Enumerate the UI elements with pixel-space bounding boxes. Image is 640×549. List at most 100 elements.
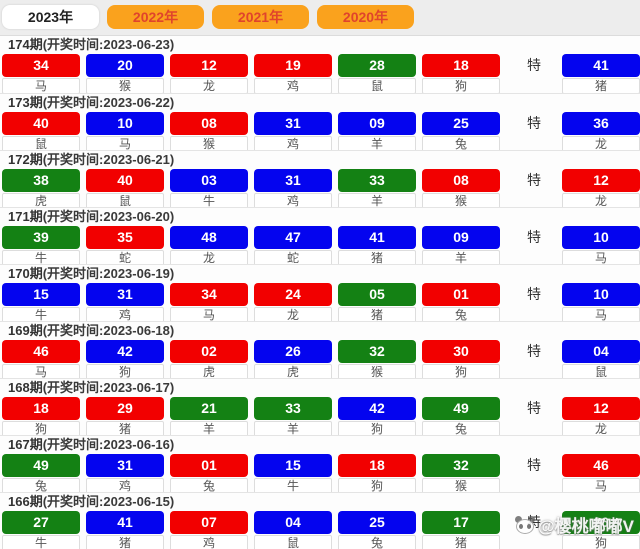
special-label: 特 [527, 514, 541, 530]
ball-cell: 25 兔 [338, 511, 422, 549]
ball-number: 04 [254, 511, 332, 534]
ball-cell: 42 狗 [86, 340, 170, 378]
ball-number: 12 [170, 54, 248, 77]
ball-cell: 34 马 [170, 283, 254, 321]
draw-header: 173期(开奖时间:2023-06-22) [0, 95, 640, 111]
ball-zodiac: 猪 [338, 307, 416, 321]
special-ball-number: 46 [562, 454, 640, 477]
ball-cell: 24 龙 [254, 283, 338, 321]
ball-zodiac: 兔 [422, 136, 500, 150]
ball-cell: 29 猪 [86, 397, 170, 435]
ball-cell: 01 兔 [170, 454, 254, 492]
ball-number: 31 [86, 283, 164, 306]
ball-zodiac: 羊 [170, 421, 248, 435]
ball-zodiac: 狗 [422, 78, 500, 93]
ball-cell: 46 马 [2, 340, 86, 378]
ball-cell: 25 兔 [422, 112, 506, 150]
ball-zodiac: 鼠 [254, 535, 332, 549]
ball-number: 08 [170, 112, 248, 135]
draw-block: 167期(开奖时间:2023-06-16) 49 兔 31 鸡 01 兔 15 牛 18 狗 32 猴特… [0, 435, 640, 492]
ball-cell: 18 狗 [422, 54, 506, 93]
draw-header: 172期(开奖时间:2023-06-21) [0, 152, 640, 168]
ball-number: 01 [422, 283, 500, 306]
ball-cell: 26 虎 [254, 340, 338, 378]
ball-zodiac: 虎 [170, 364, 248, 378]
special-ball-cell: 10 马 [562, 226, 640, 264]
ball-zodiac: 羊 [422, 250, 500, 264]
ball-zodiac: 羊 [338, 193, 416, 207]
ball-cell: 02 虎 [170, 340, 254, 378]
ball-number: 34 [170, 283, 248, 306]
ball-zodiac: 马 [86, 136, 164, 150]
special-ball-number: 12 [562, 397, 640, 420]
ball-cell: 30 狗 [422, 340, 506, 378]
draw-row: 39 牛 35 蛇 48 龙 47 蛇 41 猪 09 羊特 10 马 [2, 226, 640, 264]
ball-number: 08 [422, 169, 500, 192]
ball-cell: 41 猪 [338, 226, 422, 264]
ball-zodiac: 牛 [254, 478, 332, 492]
draw-period-label: 173期 [8, 95, 43, 110]
ball-cell: 18 狗 [338, 454, 422, 492]
ball-cell: 09 羊 [338, 112, 422, 150]
ball-cell: 28 鼠 [338, 54, 422, 93]
ball-zodiac: 猴 [86, 78, 164, 93]
tab-year-2022[interactable]: 2022年 [107, 5, 204, 29]
ball-number: 05 [338, 283, 416, 306]
ball-zodiac: 兔 [170, 478, 248, 492]
ball-cell: 31 鸡 [86, 454, 170, 492]
draw-time-label: (开奖时间:2023-06-22) [42, 95, 175, 110]
year-tab-bar: 2023年 2022年 2021年 2020年 [0, 0, 640, 36]
ball-cell: 07 鸡 [170, 511, 254, 549]
ball-zodiac: 猪 [86, 535, 164, 549]
draw-header: 170期(开奖时间:2023-06-19) [0, 266, 640, 282]
draw-block: 168期(开奖时间:2023-06-17) 18 狗 29 猪 21 羊 33 羊 42 狗 49 兔特… [0, 378, 640, 435]
ball-zodiac: 牛 [2, 535, 80, 549]
draw-row: 38 虎 40 鼠 03 牛 31 鸡 33 羊 08 猴特 12 龙 [2, 169, 640, 207]
draw-block: 166期(开奖时间:2023-06-15) 27 牛 41 猪 07 鸡 04 鼠 25 兔 17 猪特… [0, 492, 640, 549]
ball-number: 49 [2, 454, 80, 477]
special-ball-cell: 12 龙 [562, 169, 640, 207]
special-ball-number: 36 [562, 112, 640, 135]
ball-zodiac: 马 [2, 78, 80, 93]
draw-block: 169期(开奖时间:2023-06-18) 46 马 42 狗 02 虎 26 虎 32 猴 30 狗特… [0, 321, 640, 378]
draw-time-label: (开奖时间:2023-06-15) [42, 494, 175, 509]
ball-number: 41 [338, 226, 416, 249]
ball-cell: 41 猪 [86, 511, 170, 549]
ball-cell: 40 鼠 [2, 112, 86, 150]
ball-zodiac: 羊 [338, 136, 416, 150]
draw-period-label: 174期 [8, 37, 43, 52]
tab-year-2021[interactable]: 2021年 [212, 5, 309, 29]
draw-header: 174期(开奖时间:2023-06-23) [0, 37, 640, 53]
special-ball-cell: 41 猪 [562, 54, 640, 93]
ball-zodiac: 猪 [422, 535, 500, 549]
special-ball-number: 12 [562, 169, 640, 192]
ball-zodiac: 马 [2, 364, 80, 378]
ball-cell: 19 鸡 [254, 54, 338, 93]
draw-period-label: 172期 [8, 152, 43, 167]
draw-time-label: (开奖时间:2023-06-19) [42, 266, 175, 281]
ball-number: 42 [86, 340, 164, 363]
draw-period-label: 167期 [8, 437, 43, 452]
tab-year-2020[interactable]: 2020年 [317, 5, 414, 29]
ball-cell: 40 鼠 [86, 169, 170, 207]
ball-zodiac: 兔 [338, 535, 416, 549]
draw-header: 166期(开奖时间:2023-06-15) [0, 494, 640, 510]
ball-number: 18 [422, 54, 500, 77]
draw-row: 27 牛 41 猪 07 鸡 04 鼠 25 兔 17 猪特 06 狗 [2, 511, 640, 549]
draw-header: 167期(开奖时间:2023-06-16) [0, 437, 640, 453]
ball-cell: 33 羊 [254, 397, 338, 435]
special-label: 特 [527, 115, 541, 131]
ball-number: 26 [254, 340, 332, 363]
special-ball-zodiac: 龙 [562, 136, 640, 150]
ball-zodiac: 虎 [254, 364, 332, 378]
ball-number: 15 [254, 454, 332, 477]
ball-cell: 18 狗 [2, 397, 86, 435]
ball-zodiac: 蛇 [254, 250, 332, 264]
ball-zodiac: 鸡 [86, 478, 164, 492]
ball-number: 09 [338, 112, 416, 135]
ball-cell: 48 龙 [170, 226, 254, 264]
draw-time-label: (开奖时间:2023-06-16) [42, 437, 175, 452]
ball-number: 33 [254, 397, 332, 420]
tab-year-2023[interactable]: 2023年 [2, 5, 99, 29]
ball-zodiac: 鼠 [338, 78, 416, 93]
